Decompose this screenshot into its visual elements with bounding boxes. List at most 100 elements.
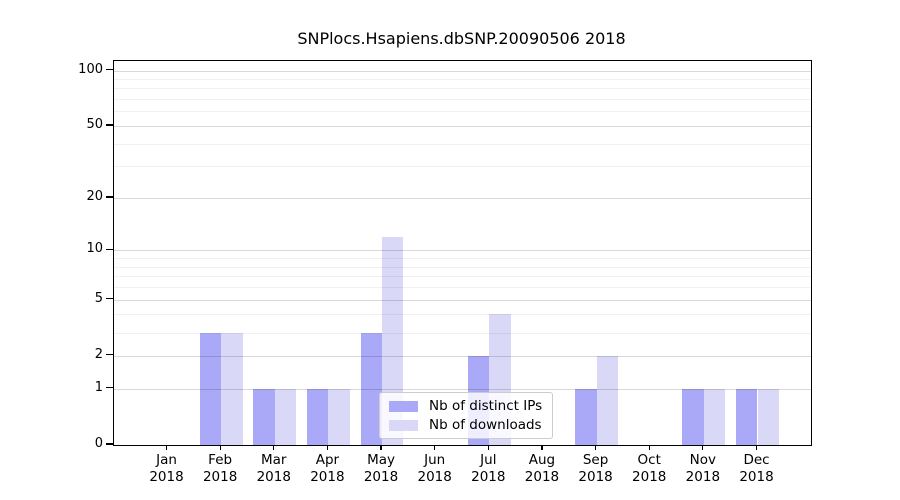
x-tick-mark-dec	[755, 445, 758, 450]
x-tick-month: Jul	[480, 452, 497, 468]
x-tick-month: Nov	[689, 452, 717, 468]
gridline-minor-70	[114, 99, 811, 101]
x-tick-label-aug: Aug 2018	[510, 452, 574, 486]
gridline-minor-9	[114, 258, 811, 260]
y-tick-mark-10	[106, 248, 113, 251]
gridline-minor-8	[114, 266, 811, 268]
gridline-minor-30	[114, 166, 811, 168]
chart-title: SNPlocs.Hsapiens.dbSNP.20090506 2018	[297, 29, 626, 48]
y-tick-mark-1	[106, 387, 113, 389]
x-tick-label-jun: Jun 2018	[403, 452, 467, 486]
x-tick-mark-feb	[219, 445, 221, 450]
gridline-major-5	[114, 299, 811, 301]
gridline-minor-80	[114, 88, 811, 90]
x-tick-mark-jun	[434, 445, 436, 450]
bar-nb-of-distinct-ips-apr	[306, 388, 329, 445]
x-tick-month: Apr	[315, 452, 340, 468]
x-tick-month: May	[367, 452, 395, 468]
x-tick-year: 2018	[524, 469, 560, 485]
bar-nb-of-distinct-ips-may	[360, 332, 383, 445]
x-tick-year: 2018	[202, 469, 238, 485]
x-tick-label-mar: Mar 2018	[242, 452, 306, 486]
y-tick-mark-5	[106, 298, 113, 300]
x-tick-year: 2018	[149, 469, 184, 485]
x-tick-mark-apr	[326, 445, 328, 450]
bar-nb-of-downloads-nov	[703, 388, 726, 445]
x-tick-label-nov: Nov 2018	[671, 452, 735, 486]
x-tick-year: 2018	[363, 469, 399, 485]
gridline-major-2	[114, 355, 811, 357]
y-tick-mark-100	[106, 68, 113, 71]
x-tick-mark-mar	[273, 445, 275, 450]
gridline-major-10	[114, 250, 811, 252]
x-tick-label-jul: Jul 2018	[456, 452, 520, 486]
x-tick-year: 2018	[685, 469, 721, 485]
gridline-major-50	[114, 125, 811, 127]
legend-swatch-downloads	[389, 419, 418, 431]
x-tick-month: Dec	[743, 452, 770, 468]
legend-label-downloads: Nb of downloads	[429, 417, 542, 433]
x-tick-mark-may	[380, 445, 382, 450]
plot-area: Nb of distinct IPs Nb of downloads	[113, 60, 812, 446]
x-tick-mark-sep	[594, 445, 597, 450]
x-tick-label-may: May 2018	[349, 452, 413, 486]
bar-nb-of-downloads-apr	[328, 388, 350, 445]
legend-swatch-distinct-ips	[389, 400, 418, 412]
bar-nb-of-distinct-ips-mar	[253, 388, 275, 445]
gridline-minor-90	[114, 78, 811, 80]
gridline-major-100	[114, 70, 811, 72]
x-tick-month: Sep	[582, 452, 609, 468]
x-tick-year: 2018	[739, 469, 774, 485]
x-tick-month: Feb	[208, 452, 233, 468]
bar-nb-of-distinct-ips-sep	[575, 388, 597, 445]
x-tick-year: 2018	[632, 469, 667, 485]
x-tick-year: 2018	[310, 469, 345, 485]
x-tick-mark-aug	[541, 445, 543, 450]
gridline-minor-60	[114, 111, 811, 113]
y-tick-mark-0	[106, 443, 113, 445]
y-tick-mark-20	[106, 196, 113, 198]
bar-nb-of-distinct-ips-nov	[682, 388, 704, 445]
y-tick-label-100: 100	[78, 61, 103, 77]
x-tick-label-jan: Jan 2018	[135, 452, 199, 486]
bar-nb-of-distinct-ips-dec	[736, 388, 758, 445]
gridline-minor-3	[114, 332, 811, 334]
y-tick-mark-2	[106, 354, 113, 356]
legend-item-distinct-ips: Nb of distinct IPs	[389, 398, 542, 414]
x-tick-year: 2018	[578, 469, 613, 485]
x-tick-month: Aug	[528, 452, 556, 468]
x-tick-mark-nov	[702, 445, 704, 450]
x-tick-label-oct: Oct 2018	[617, 452, 681, 486]
y-tick-label-1: 1	[94, 379, 103, 395]
legend-label-distinct-ips: Nb of distinct IPs	[429, 398, 543, 414]
x-tick-month: Mar	[261, 452, 287, 468]
gridline-minor-6	[114, 287, 811, 289]
y-tick-label-20: 20	[86, 188, 103, 204]
x-tick-mark-oct	[648, 445, 650, 450]
x-tick-year: 2018	[471, 469, 506, 485]
y-tick-mark-50	[106, 124, 113, 126]
y-tick-label-0: 0	[94, 436, 103, 451]
gridline-minor-4	[114, 314, 811, 316]
x-tick-year: 2018	[417, 469, 452, 485]
gridline-minor-40	[114, 143, 811, 145]
x-tick-label-feb: Feb 2018	[188, 452, 252, 486]
bar-nb-of-downloads-sep	[596, 355, 619, 445]
y-tick-label-10: 10	[86, 241, 103, 257]
x-tick-month: Oct	[637, 452, 661, 468]
gridline-major-1	[114, 388, 811, 390]
gridline-minor-7	[114, 276, 811, 278]
x-tick-label-apr: Apr 2018	[295, 452, 359, 486]
legend-item-downloads: Nb of downloads	[389, 417, 542, 433]
x-tick-year: 2018	[256, 469, 291, 485]
x-tick-label-sep: Sep 2018	[564, 452, 628, 486]
x-tick-label-dec: Dec 2018	[725, 452, 789, 486]
bar-nb-of-distinct-ips-feb	[199, 332, 222, 445]
y-tick-label-2: 2	[94, 346, 103, 362]
bar-nb-of-downloads-feb	[221, 332, 243, 445]
bar-nb-of-downloads-dec	[757, 388, 779, 445]
x-tick-mark-jan	[165, 445, 168, 450]
bar-nb-of-downloads-mar	[274, 388, 297, 445]
y-tick-label-5: 5	[94, 290, 103, 306]
